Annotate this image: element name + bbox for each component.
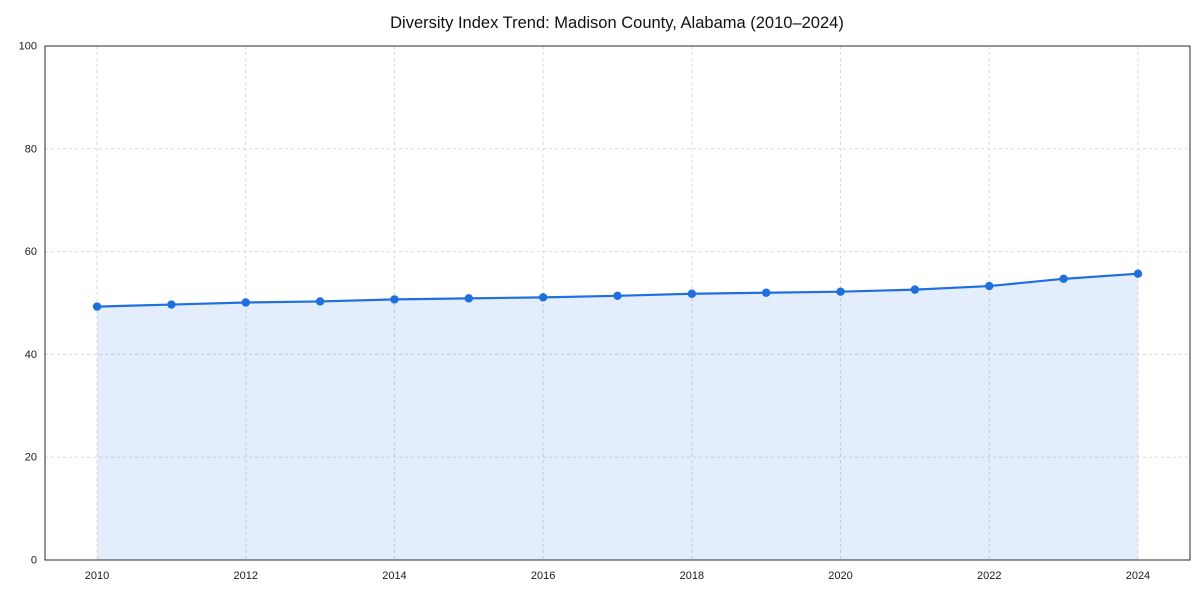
y-tick-label: 100: [19, 41, 37, 53]
y-tick-label: 40: [25, 349, 37, 361]
data-point-marker: [1059, 274, 1068, 284]
data-point-marker: [390, 295, 399, 304]
x-tick-label: 2010: [85, 570, 109, 582]
chart-title: Diversity Index Trend: Madison County, A…: [390, 14, 844, 32]
data-point-marker: [687, 289, 697, 298]
data-point-marker: [315, 297, 325, 306]
x-tick-label: 2014: [382, 570, 406, 582]
plot-area: 0 20 40 60 80 100 2010 2012 2014 2016 2018 2020 2022…: [19, 41, 1191, 582]
area-fill: [97, 273, 1138, 560]
data-point-marker: [762, 288, 771, 297]
y-tick-label: 20: [25, 452, 37, 464]
x-tick-label: 2022: [977, 570, 1001, 582]
x-tick-label: 2020: [828, 570, 852, 582]
y-tick-label: 0: [31, 555, 37, 567]
y-tick-label: 80: [25, 143, 37, 155]
data-point-marker: [92, 302, 102, 311]
x-tick-label: 2012: [234, 570, 258, 582]
data-point-marker: [836, 287, 845, 296]
data-point-marker: [464, 294, 473, 303]
data-point-marker: [167, 300, 176, 309]
plot-border: [44, 45, 1191, 561]
data-point-marker: [1133, 269, 1143, 278]
data-point-marker: [985, 281, 994, 291]
y-tick-label: 60: [25, 246, 37, 258]
data-point-marker: [613, 291, 622, 301]
data-point-marker: [241, 298, 250, 307]
x-tick-label: 2016: [531, 570, 555, 582]
data-point-marker: [910, 285, 920, 294]
x-tick-label: 2024: [1126, 570, 1150, 582]
x-tick-label: 2018: [680, 570, 704, 582]
data-point-marker: [538, 293, 548, 302]
